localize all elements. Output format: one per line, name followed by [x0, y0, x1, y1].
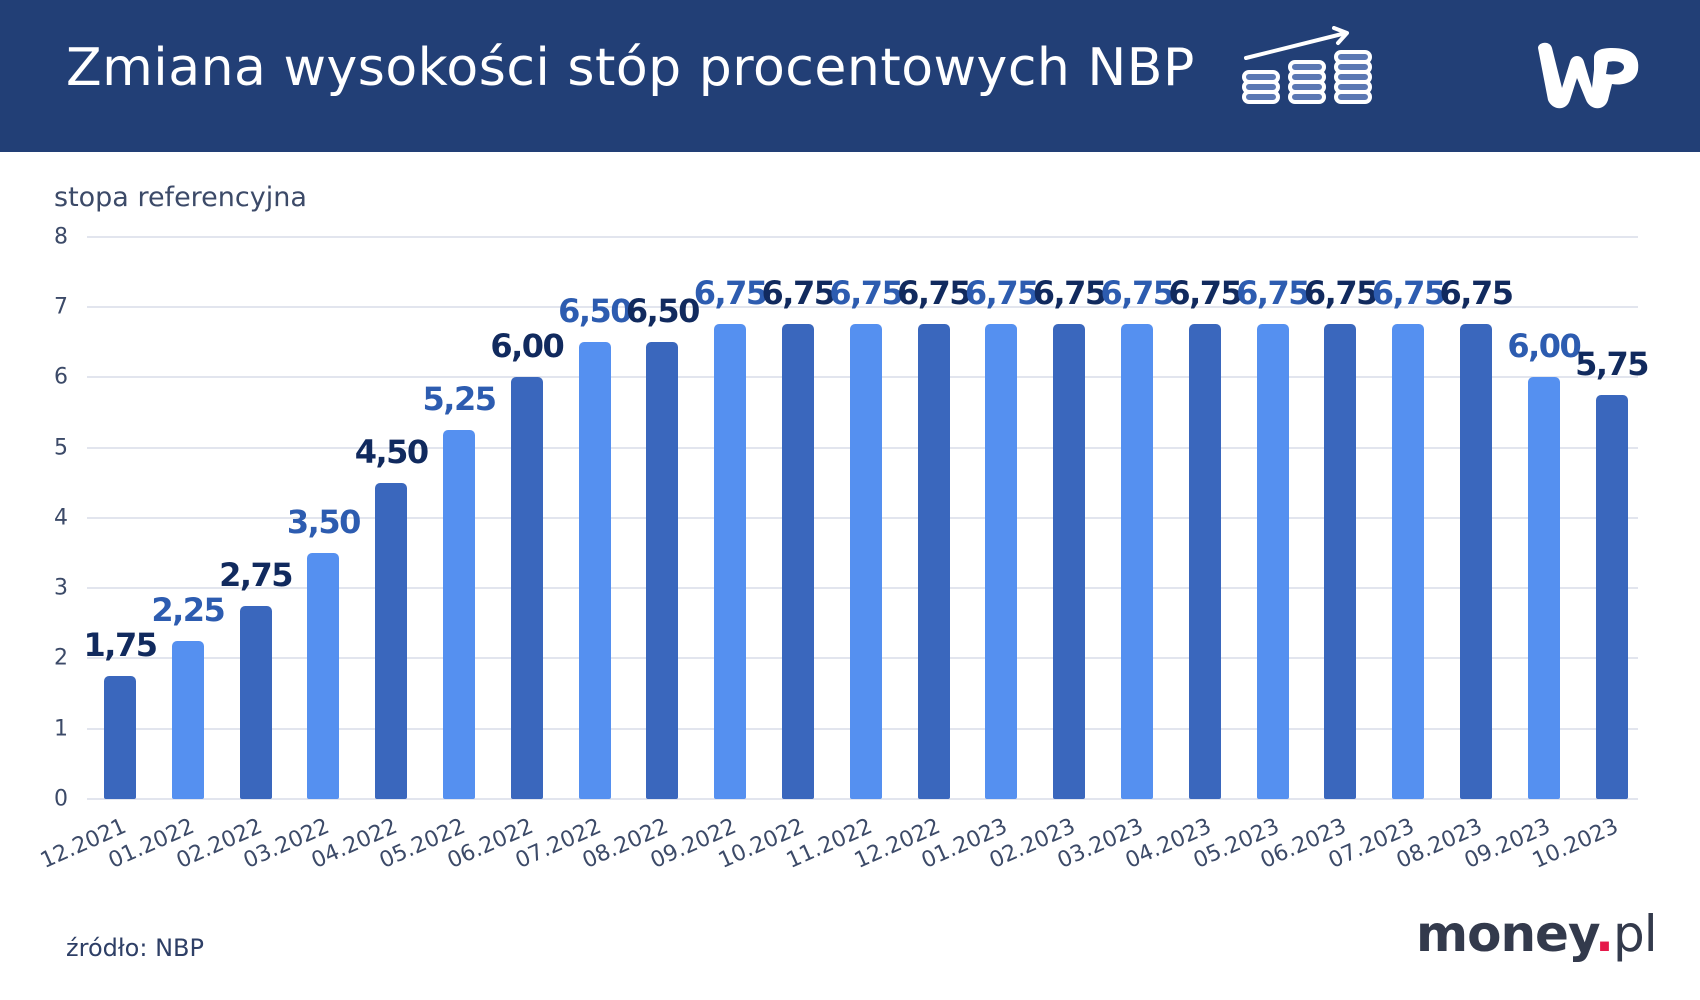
bar-09.2023[interactable] [1527, 377, 1560, 799]
value-label: 6,75 [1168, 274, 1242, 313]
value-label: 6,75 [693, 274, 768, 313]
bar-10.2022[interactable] [782, 324, 814, 799]
bar-04.2023[interactable] [1188, 324, 1221, 799]
y-tick-label: 2 [54, 645, 68, 671]
bar-10.2023[interactable] [1595, 394, 1628, 799]
y-tick-label: 5 [54, 435, 68, 460]
bar-06.2022[interactable] [510, 377, 543, 799]
value-label: 6,75 [897, 274, 971, 313]
y-tick-label: 0 [54, 786, 68, 812]
value-label: 1,75 [83, 625, 158, 664]
bar-06.2023[interactable] [1324, 324, 1357, 799]
value-label: 5,75 [1575, 344, 1649, 383]
bar-05.2023[interactable] [1256, 324, 1289, 799]
value-label: 5,25 [422, 379, 497, 418]
gridline [87, 305, 1638, 308]
bar-05.2022[interactable] [443, 429, 475, 799]
value-label: 6,75 [761, 274, 836, 313]
value-label: 2,75 [219, 555, 293, 594]
value-label: 6,75 [1236, 274, 1310, 313]
value-label: 4,50 [354, 432, 429, 471]
value-label: 6,75 [1439, 274, 1514, 313]
bar-03.2022[interactable] [307, 552, 340, 799]
gridline [87, 235, 1638, 238]
value-label: 6,00 [490, 327, 564, 366]
y-tick-label: 1 [54, 716, 68, 742]
y-tick-label: 4 [54, 505, 68, 531]
gridline [87, 798, 1638, 800]
coins-growth-icon [1242, 26, 1372, 104]
bar-07.2023[interactable] [1392, 324, 1425, 799]
wp-logo [1538, 42, 1639, 109]
bar-03.2023[interactable] [1121, 324, 1153, 799]
value-label: 2,25 [151, 590, 225, 629]
value-label: 6,50 [625, 292, 700, 331]
bar-08.2022[interactable] [646, 342, 679, 799]
brand-name: money [1416, 905, 1596, 963]
value-label: 6,75 [1303, 274, 1378, 313]
bar-04.2022[interactable] [375, 482, 408, 799]
bar-01.2023[interactable] [985, 324, 1018, 799]
value-label: 6,00 [1507, 327, 1581, 366]
value-label: 3,50 [286, 502, 361, 541]
money-pl-logo: money.pl [1416, 905, 1658, 963]
bar-09.2022[interactable] [714, 324, 747, 799]
bar-12.2022[interactable] [917, 324, 950, 799]
y-axis-label: stopa referencyjna [54, 182, 307, 213]
bar-02.2022[interactable] [239, 605, 272, 799]
y-tick-label: 3 [54, 575, 68, 601]
bar-08.2023[interactable] [1460, 324, 1492, 799]
chart-title: Zmiana wysokości stóp procentowych NBP [66, 38, 1195, 98]
source-note: źródło: NBP [66, 934, 204, 962]
bar-07.2022[interactable] [578, 342, 611, 799]
value-label: 6,75 [1371, 274, 1446, 313]
value-label: 6,75 [1032, 274, 1107, 313]
brand-dot: . [1594, 905, 1614, 963]
y-tick-label: 7 [54, 294, 68, 320]
brand-suffix: pl [1612, 905, 1658, 963]
value-label: 6,75 [829, 274, 903, 313]
bar-12.2021[interactable] [104, 675, 136, 799]
value-label: 6,50 [558, 292, 632, 331]
bar-02.2023[interactable] [1053, 324, 1086, 799]
y-tick-label: 8 [54, 224, 68, 250]
header-banner: Zmiana wysokości stóp procentowych NBP [0, 0, 1700, 152]
value-label: 6,75 [1100, 274, 1175, 313]
value-label: 6,75 [964, 274, 1039, 313]
bar-11.2022[interactable] [849, 324, 882, 799]
bar-01.2022[interactable] [171, 640, 204, 799]
y-tick-label: 6 [54, 364, 68, 390]
